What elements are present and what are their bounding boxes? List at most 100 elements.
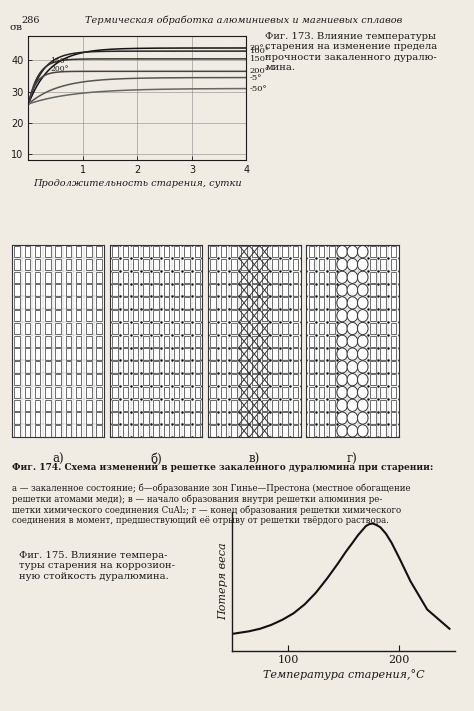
Bar	[96, 425, 102, 437]
Bar	[221, 310, 226, 321]
Bar	[35, 412, 40, 424]
Bar	[272, 387, 278, 398]
Ellipse shape	[337, 322, 347, 335]
Bar	[123, 336, 128, 347]
Bar	[45, 246, 51, 257]
Bar	[143, 259, 149, 270]
Bar	[231, 348, 237, 360]
Bar	[86, 374, 91, 385]
Bar	[174, 374, 180, 385]
Bar	[55, 412, 61, 424]
X-axis label: Температура старения,°С: Температура старения,°С	[263, 670, 424, 680]
Bar	[329, 284, 335, 296]
Ellipse shape	[347, 309, 358, 322]
Bar	[370, 387, 376, 398]
Bar	[154, 246, 159, 257]
Ellipse shape	[347, 296, 358, 309]
Bar	[25, 259, 30, 270]
Bar	[194, 272, 200, 283]
Bar	[252, 297, 257, 309]
Bar	[319, 400, 324, 411]
Bar	[319, 374, 324, 385]
Bar	[184, 323, 190, 334]
Bar	[184, 400, 190, 411]
Bar	[262, 284, 267, 296]
Text: 150°: 150°	[50, 57, 69, 65]
Bar	[184, 246, 190, 257]
Bar	[184, 310, 190, 321]
Bar	[309, 400, 314, 411]
Bar	[210, 297, 216, 309]
Bar	[241, 259, 247, 270]
Bar	[391, 387, 396, 398]
Bar	[25, 425, 30, 437]
Bar	[329, 348, 335, 360]
Bar	[262, 387, 267, 398]
Bar	[96, 323, 102, 334]
Bar	[221, 297, 226, 309]
Bar	[231, 297, 237, 309]
Bar	[194, 425, 200, 437]
Bar	[123, 297, 128, 309]
Bar	[272, 361, 278, 373]
Bar	[283, 246, 288, 257]
Bar	[154, 374, 159, 385]
Bar	[154, 284, 159, 296]
Bar	[231, 272, 237, 283]
Bar	[231, 259, 237, 270]
Bar	[231, 361, 237, 373]
Bar	[112, 323, 118, 334]
Ellipse shape	[357, 296, 368, 309]
Bar	[194, 374, 200, 385]
Ellipse shape	[357, 309, 368, 322]
Bar	[96, 259, 102, 270]
Bar	[194, 400, 200, 411]
Bar	[292, 425, 298, 437]
Bar	[154, 400, 159, 411]
Bar	[381, 348, 386, 360]
Bar	[14, 272, 20, 283]
Bar	[65, 412, 71, 424]
Bar	[133, 284, 138, 296]
Bar	[370, 400, 376, 411]
Bar	[55, 348, 61, 360]
Bar	[252, 361, 257, 373]
Bar	[164, 348, 169, 360]
Bar	[272, 272, 278, 283]
Bar	[86, 323, 91, 334]
Bar	[194, 412, 200, 424]
Bar	[65, 400, 71, 411]
Bar	[133, 374, 138, 385]
Bar	[391, 259, 396, 270]
Bar	[210, 336, 216, 347]
Bar	[143, 425, 149, 437]
Bar	[272, 310, 278, 321]
Bar	[65, 284, 71, 296]
Bar	[96, 361, 102, 373]
Bar	[241, 272, 247, 283]
Bar	[391, 310, 396, 321]
Bar	[164, 374, 169, 385]
Bar	[221, 284, 226, 296]
Bar	[143, 361, 149, 373]
Bar	[194, 246, 200, 257]
Bar	[231, 400, 237, 411]
Bar	[164, 323, 169, 334]
Bar	[65, 425, 71, 437]
Bar	[292, 412, 298, 424]
Bar	[45, 425, 51, 437]
Bar	[45, 284, 51, 296]
Ellipse shape	[347, 245, 358, 258]
Ellipse shape	[337, 258, 347, 271]
Bar	[319, 297, 324, 309]
Text: б): б)	[150, 453, 162, 466]
Bar	[25, 361, 30, 373]
Bar	[154, 259, 159, 270]
Bar	[143, 323, 149, 334]
Bar	[76, 246, 82, 257]
Bar	[45, 310, 51, 321]
Bar	[272, 348, 278, 360]
Bar	[370, 297, 376, 309]
Bar	[292, 259, 298, 270]
Bar	[86, 259, 91, 270]
